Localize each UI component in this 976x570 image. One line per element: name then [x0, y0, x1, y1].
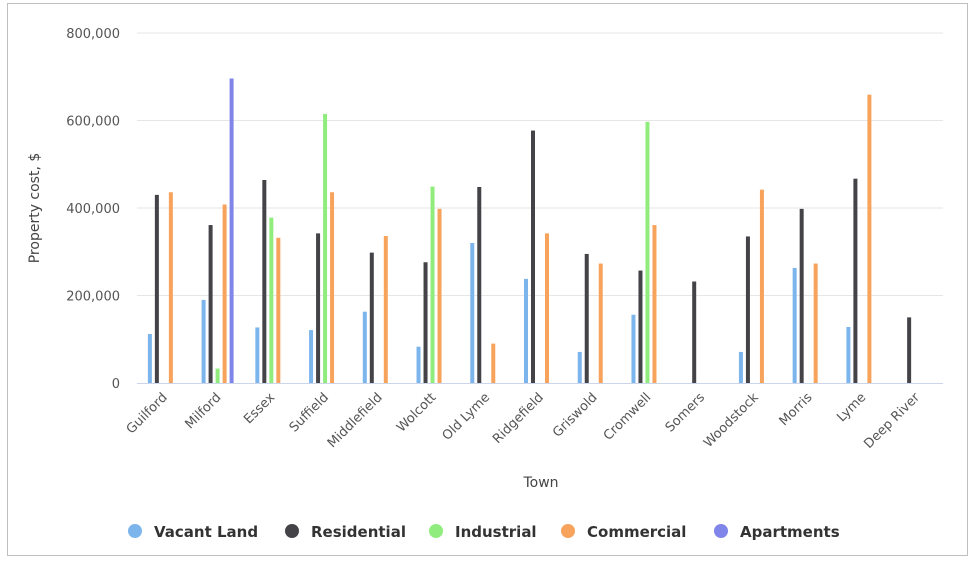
bar	[269, 217, 274, 383]
bar	[215, 368, 220, 383]
legend-label: Vacant Land	[154, 523, 258, 541]
legend-item[interactable]: Residential	[285, 523, 406, 541]
bar	[330, 192, 335, 383]
y-axis-title: Property cost, $	[27, 153, 43, 264]
bar	[229, 78, 234, 383]
y-tick-label: 400,000	[66, 202, 120, 217]
bar	[430, 186, 435, 383]
bar	[813, 263, 818, 383]
bar	[477, 187, 482, 383]
legend-marker	[285, 524, 299, 538]
bar	[545, 233, 549, 383]
bar	[792, 267, 797, 383]
legend-marker	[714, 524, 728, 538]
bar	[309, 330, 314, 383]
x-tick-label: Essex	[241, 390, 278, 427]
x-tick-label: Woodstock	[701, 390, 762, 451]
legend-item[interactable]: Apartments	[714, 523, 840, 541]
bar	[799, 208, 804, 383]
legend-marker	[561, 524, 575, 538]
y-tick-label: 800,000	[66, 27, 120, 42]
bar	[652, 225, 657, 383]
legend: Vacant Land Residential Industrial Commerci…	[128, 523, 840, 541]
bar	[154, 194, 159, 383]
bar	[470, 243, 475, 383]
bar	[745, 236, 750, 383]
bar	[369, 252, 374, 383]
bar	[362, 311, 367, 383]
bar	[276, 237, 281, 383]
bar	[738, 351, 743, 383]
bar	[316, 233, 321, 383]
y-tick-label: 200,000	[66, 290, 120, 305]
gridlines	[137, 32, 943, 296]
bar	[255, 327, 260, 383]
x-tick-label: Morris	[777, 390, 816, 429]
bar	[631, 314, 636, 383]
x-tick-label: Ridgefield	[490, 390, 547, 447]
x-tick-label: Cromwell	[601, 390, 654, 443]
x-tick-label: Lyme	[834, 390, 869, 425]
chart-frame	[7, 3, 968, 556]
legend-label: Apartments	[740, 523, 840, 541]
bar	[759, 189, 764, 383]
x-tick-label: Milford	[182, 390, 224, 432]
x-axis-title: Town	[522, 475, 558, 491]
bar	[423, 262, 428, 383]
x-tick-label: Guilford	[124, 390, 171, 437]
bar	[383, 236, 388, 383]
bar	[584, 253, 589, 383]
bar	[437, 208, 442, 383]
bar	[598, 263, 603, 383]
y-tick-label: 0	[112, 377, 120, 392]
legend-label: Commercial	[587, 523, 686, 541]
x-tick-label: Deep River	[861, 390, 923, 452]
bar	[323, 113, 328, 383]
bar	[168, 192, 173, 383]
legend-item[interactable]: Vacant Land	[128, 523, 258, 541]
legend-marker	[128, 524, 142, 538]
bars	[147, 78, 912, 383]
bar	[491, 343, 496, 383]
bar	[147, 334, 152, 383]
legend-item[interactable]: Industrial	[429, 523, 537, 541]
bar	[638, 270, 643, 383]
bar	[846, 327, 851, 383]
bar	[524, 278, 528, 383]
bar	[222, 204, 227, 383]
legend-label: Industrial	[455, 523, 537, 541]
bar	[201, 299, 206, 383]
y-tick-label: 600,000	[66, 115, 120, 130]
bar	[262, 180, 267, 383]
bar	[645, 121, 650, 383]
x-tick-label: Somers	[663, 390, 708, 435]
x-tick-label: Suffield	[287, 390, 332, 435]
bar	[208, 225, 213, 383]
bar	[692, 281, 697, 383]
x-tick-label: Old Lyme	[440, 390, 493, 443]
x-tick-label: Wolcott	[394, 390, 439, 435]
y-axis-ticks: 0 200,000 400,000 600,000 800,000	[66, 27, 120, 392]
legend-marker	[429, 524, 443, 538]
legend-item[interactable]: Commercial	[561, 523, 686, 541]
x-tick-label: Griswold	[550, 390, 600, 440]
bar	[577, 351, 582, 383]
bar	[867, 94, 872, 383]
bar	[416, 346, 421, 383]
bar	[907, 317, 912, 383]
bar	[531, 130, 535, 383]
x-tick-label: Middlefield	[325, 390, 386, 451]
bar	[853, 178, 858, 383]
legend-label: Residential	[311, 523, 406, 541]
